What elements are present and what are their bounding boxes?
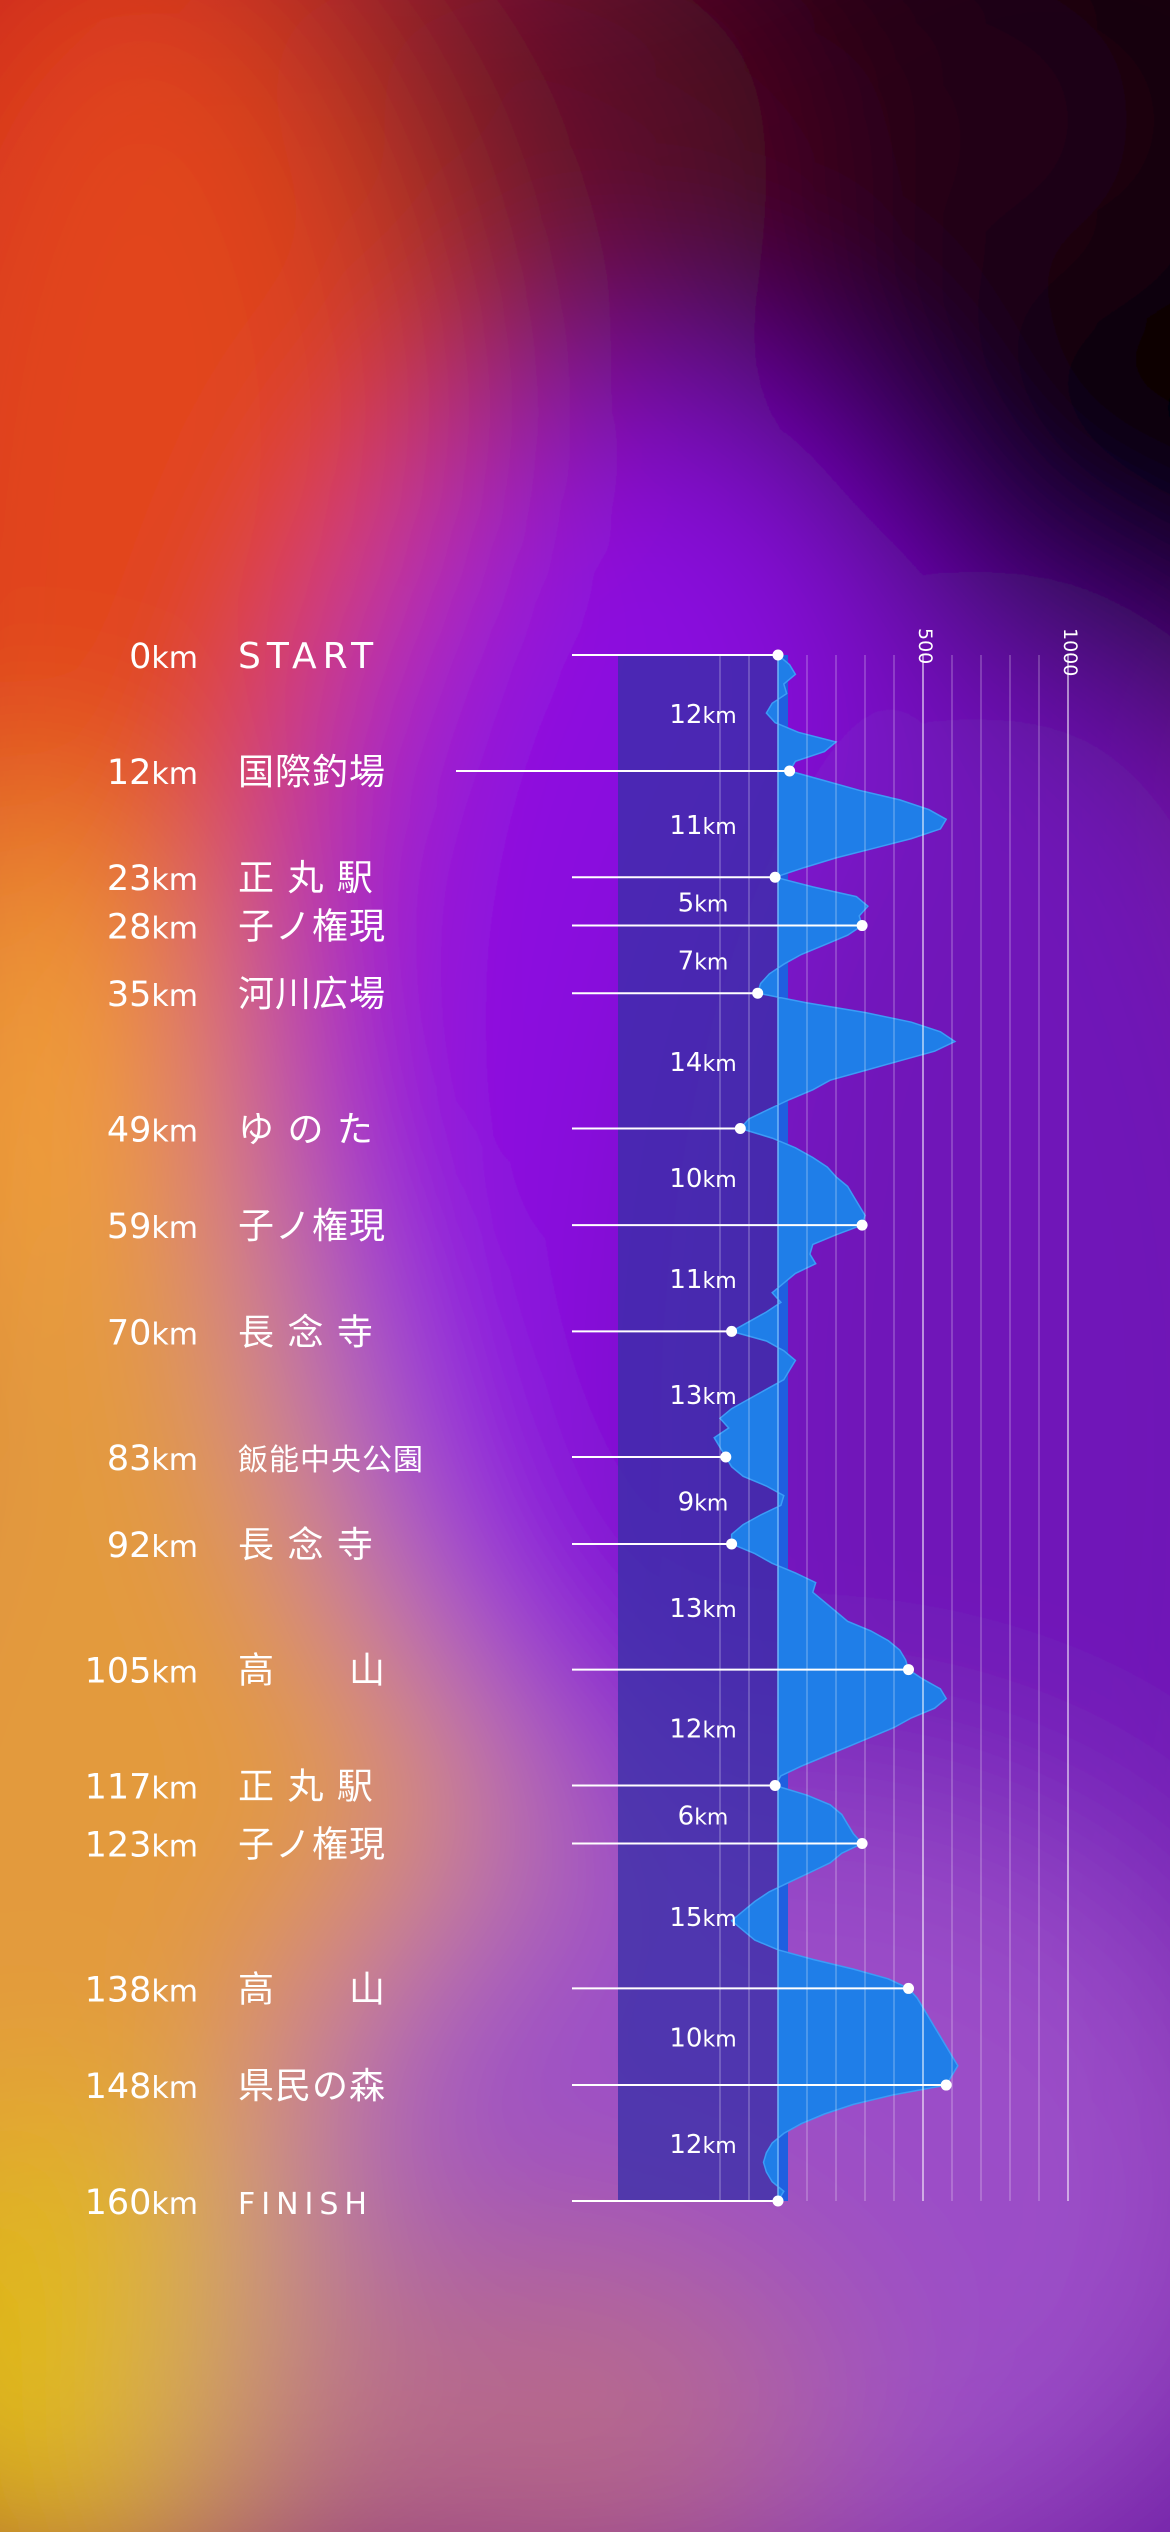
checkpoint-dot bbox=[752, 987, 764, 999]
checkpoint-name: 長 念 寺 bbox=[238, 1312, 374, 1353]
checkpoint-km: 12km bbox=[107, 753, 198, 793]
checkpoint-dot bbox=[769, 1780, 781, 1792]
checkpoint-km: 105km bbox=[85, 1652, 198, 1692]
checkpoint-dot bbox=[856, 1837, 868, 1849]
segment-distance: 12km bbox=[669, 1715, 736, 1745]
checkpoint-name: FINISH bbox=[238, 2187, 373, 2222]
checkpoint-km: 23km bbox=[107, 859, 198, 899]
checkpoint-name: 国際釣場 bbox=[238, 752, 386, 793]
checkpoint-dot bbox=[772, 2195, 784, 2207]
checkpoint-km: 123km bbox=[85, 1825, 198, 1865]
checkpoint-km: 35km bbox=[107, 975, 198, 1015]
checkpoint-km: 117km bbox=[85, 1768, 198, 1808]
checkpoint-name: START bbox=[238, 636, 379, 677]
checkpoint-name: 県民の森 bbox=[238, 2066, 386, 2107]
chart-grid bbox=[719, 655, 1069, 2201]
checkpoint-name: 正 丸 駅 bbox=[238, 1767, 374, 1808]
elevation-tick-500: 500 bbox=[914, 628, 936, 664]
elevation-profile bbox=[713, 653, 959, 2204]
segment-distance: 7km bbox=[678, 946, 729, 976]
checkpoint-name: 飯能中央公園 bbox=[238, 1443, 424, 1478]
checkpoint-km: 138km bbox=[85, 1970, 198, 2010]
checkpoint-name: 長 念 寺 bbox=[238, 1525, 374, 1566]
checkpoint-km: 49km bbox=[107, 1110, 198, 1150]
segment-distance: 15km bbox=[669, 1903, 736, 1933]
segment-distance: 6km bbox=[678, 1802, 729, 1832]
checkpoint-name: 子ノ権現 bbox=[238, 907, 386, 948]
checkpoint-dot bbox=[734, 1122, 746, 1134]
elevation-outline bbox=[713, 653, 959, 2204]
checkpoint-km: 92km bbox=[107, 1526, 198, 1566]
checkpoint-km: 160km bbox=[85, 2183, 198, 2223]
segment-distance: 12km bbox=[669, 2130, 736, 2160]
elevation-area bbox=[714, 655, 958, 2201]
checkpoint-name: 高 山 bbox=[238, 1969, 386, 2010]
checkpoint-dot bbox=[784, 765, 796, 777]
checkpoint-dot bbox=[726, 1325, 738, 1337]
checkpoint-km: 83km bbox=[107, 1439, 198, 1479]
checkpoint-name: 子ノ権現 bbox=[238, 1206, 386, 1247]
segment-distance: 10km bbox=[669, 2024, 736, 2054]
checkpoint-name: 正 丸 駅 bbox=[238, 858, 374, 899]
checkpoint-name: 河川広場 bbox=[238, 974, 386, 1015]
checkpoint-km: 0km bbox=[129, 637, 198, 677]
elevation-axis-labels: 500 1000 bbox=[914, 628, 1081, 676]
profile-base-strip bbox=[778, 655, 788, 2201]
segment-distance: 11km bbox=[669, 1265, 736, 1295]
checkpoint-name: 子ノ権現 bbox=[238, 1824, 386, 1865]
checkpoint-dot bbox=[903, 1664, 914, 1676]
checkpoint-dot bbox=[720, 1451, 732, 1463]
segment-distance: 11km bbox=[669, 811, 736, 841]
segment-distance: 9km bbox=[678, 1487, 729, 1517]
segment-distance: 12km bbox=[669, 700, 736, 730]
checkpoint-name: 高 山 bbox=[238, 1651, 386, 1692]
checkpoint-dot bbox=[856, 1219, 868, 1231]
segment-distance: 10km bbox=[669, 1164, 736, 1194]
segment-distance: 14km bbox=[669, 1048, 736, 1078]
elevation-tick-1000: 1000 bbox=[1059, 628, 1081, 676]
checkpoint-km: 70km bbox=[107, 1313, 198, 1353]
checkpoint-dot bbox=[769, 871, 781, 883]
checkpoint-dot bbox=[903, 1982, 914, 1994]
checkpoint-name: ゆ の た bbox=[238, 1109, 374, 1150]
checkpoint-dot bbox=[856, 920, 868, 932]
checkpoint-km: 59km bbox=[107, 1207, 198, 1247]
checkpoint-dot bbox=[940, 2079, 952, 2091]
checkpoint-km: 148km bbox=[85, 2067, 198, 2107]
checkpoint-km: 28km bbox=[107, 908, 198, 948]
checkpoint-markers bbox=[456, 649, 952, 2207]
segment-distance: 13km bbox=[669, 1381, 736, 1411]
checkpoint-dot bbox=[772, 649, 784, 661]
segment-labels: 12km 11km 5km 7km 14km 10km 11km 13km 9km 13km 12k… bbox=[669, 700, 736, 2160]
segment-distance: 5km bbox=[678, 888, 729, 918]
checkpoint-labels: 0km START 12km 国際釣場 23km 正 丸 駅 28km 子ノ権現 35km 河川広… bbox=[85, 636, 424, 2223]
checkpoint-dot bbox=[726, 1538, 738, 1550]
segment-distance: 13km bbox=[669, 1594, 736, 1624]
